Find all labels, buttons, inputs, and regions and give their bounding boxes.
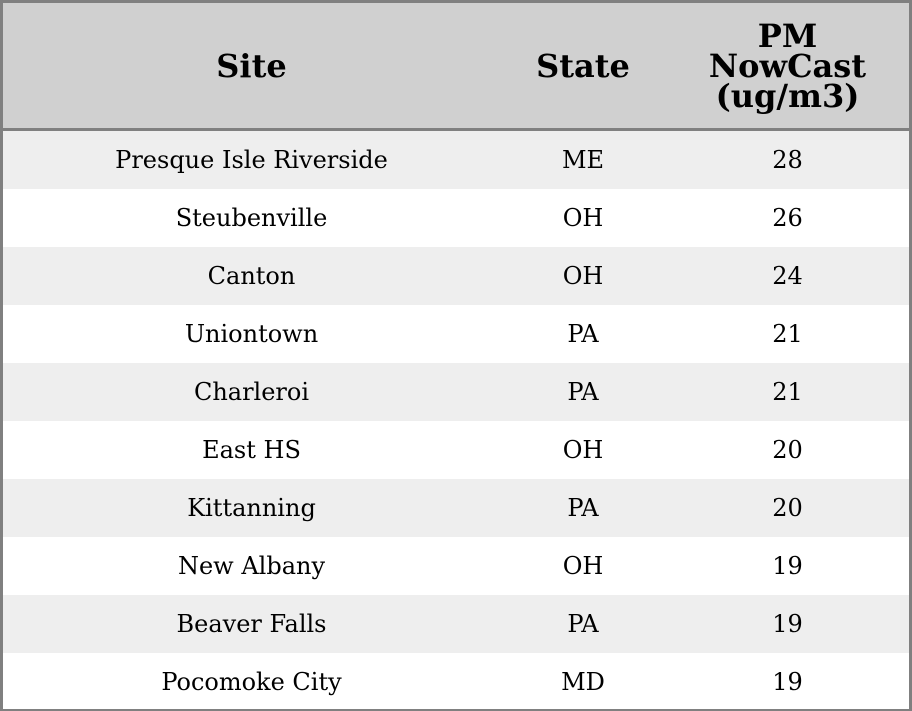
cell-site: Steubenville	[3, 189, 500, 247]
cell-state: PA	[500, 479, 666, 537]
cell-state: OH	[500, 421, 666, 479]
cell-pm: 20	[666, 479, 909, 537]
cell-pm: 19	[666, 537, 909, 595]
table-row: East HS OH 20	[3, 421, 909, 479]
table-row: Canton OH 24	[3, 247, 909, 305]
cell-pm: 19	[666, 595, 909, 653]
header-row: Site State PM NowCast (ug/m3)	[3, 3, 909, 131]
header-pm-line: NowCast	[708, 46, 867, 85]
table-row: Charleroi PA 21	[3, 363, 909, 421]
table-row: Presque Isle Riverside ME 28	[3, 129, 909, 189]
cell-pm: 26	[666, 189, 909, 247]
cell-state: PA	[500, 363, 666, 421]
header-state: State	[500, 3, 666, 131]
cell-site: Beaver Falls	[3, 595, 500, 653]
header-pm: PM NowCast (ug/m3)	[666, 3, 909, 131]
pm-nowcast-table: Site State PM NowCast (ug/m3) Presque Is…	[3, 3, 909, 709]
table-row: New Albany OH 19	[3, 537, 909, 595]
cell-site: Pocomoke City	[3, 653, 500, 709]
cell-state: MD	[500, 653, 666, 709]
table-row: Kittanning PA 20	[3, 479, 909, 537]
cell-state: OH	[500, 537, 666, 595]
table-row: Uniontown PA 21	[3, 305, 909, 363]
header-pm-line: PM	[757, 16, 818, 55]
cell-site: Presque Isle Riverside	[3, 129, 500, 189]
cell-pm: 28	[666, 129, 909, 189]
cell-site: Kittanning	[3, 479, 500, 537]
cell-state: OH	[500, 247, 666, 305]
cell-site: Charleroi	[3, 363, 500, 421]
header-pm-line: (ug/m3)	[715, 76, 860, 115]
table-row: Pocomoke City MD 19	[3, 653, 909, 709]
table-row: Beaver Falls PA 19	[3, 595, 909, 653]
cell-pm: 21	[666, 305, 909, 363]
cell-state: PA	[500, 305, 666, 363]
cell-pm: 20	[666, 421, 909, 479]
cell-site: Uniontown	[3, 305, 500, 363]
cell-state: PA	[500, 595, 666, 653]
cell-pm: 24	[666, 247, 909, 305]
cell-site: East HS	[3, 421, 500, 479]
header-site: Site	[3, 3, 500, 131]
cell-state: ME	[500, 129, 666, 189]
cell-site: New Albany	[3, 537, 500, 595]
cell-pm: 19	[666, 653, 909, 709]
cell-site: Canton	[3, 247, 500, 305]
cell-pm: 21	[666, 363, 909, 421]
table-row: Steubenville OH 26	[3, 189, 909, 247]
cell-state: OH	[500, 189, 666, 247]
